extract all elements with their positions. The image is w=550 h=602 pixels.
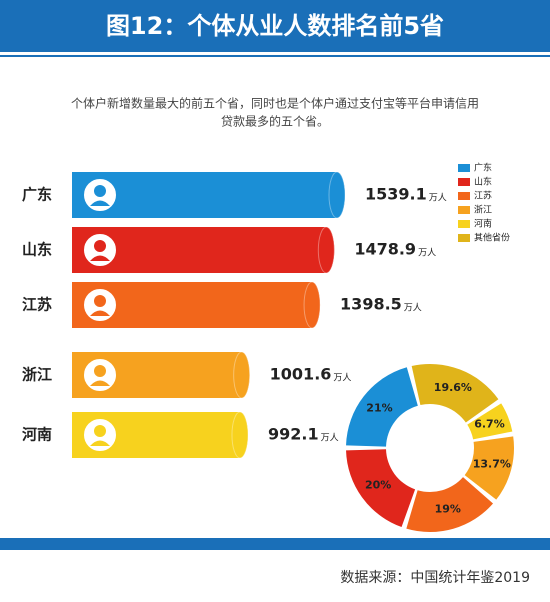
header-band [0, 0, 550, 52]
avatar-body [90, 255, 110, 261]
value-unit: 万人 [333, 373, 351, 384]
avatar-head [94, 295, 106, 307]
category-label: 浙江 [22, 366, 52, 384]
bar-cap [303, 281, 321, 329]
bar-cap [328, 171, 346, 219]
legend-swatch [458, 220, 470, 228]
slice-label: 13.7% [473, 458, 511, 471]
category-label: 河南 [22, 426, 52, 444]
subtitle-line: 贷款最多的五个省。 [221, 114, 329, 129]
avatar-head [94, 365, 106, 377]
legend-label: 山东 [474, 176, 492, 188]
bar [72, 282, 321, 328]
legend-label: 江苏 [474, 190, 492, 202]
donut-slice [346, 449, 416, 528]
footer-band [0, 538, 550, 550]
donut-slice [467, 403, 513, 440]
category-label: 山东 [22, 241, 52, 259]
value-label: 1478.9 [354, 240, 416, 259]
slice-label: 21% [366, 402, 392, 415]
bar [72, 352, 250, 398]
value-unit: 万人 [321, 433, 339, 444]
legend-swatch [458, 192, 470, 200]
bar-cap [233, 351, 251, 399]
value-label: 992.1 [268, 425, 319, 444]
value-unit: 万人 [418, 248, 436, 259]
legend-swatch [458, 234, 470, 242]
avatar-body [90, 310, 110, 316]
avatar-head [94, 425, 106, 437]
legend-swatch [458, 178, 470, 186]
legend-label: 河南 [474, 218, 492, 230]
legend-label: 浙江 [474, 204, 492, 216]
donut-slice [406, 477, 494, 532]
avatar-head [94, 185, 106, 197]
avatar-head [94, 240, 106, 252]
slice-label: 19% [435, 502, 461, 515]
value-label: 1398.5 [340, 295, 402, 314]
legend-label: 广东 [474, 162, 492, 174]
bar-cap [317, 226, 335, 274]
value-label: 1001.6 [270, 365, 332, 384]
value-unit: 万人 [404, 303, 422, 314]
slice-label: 20% [365, 479, 391, 492]
value-unit: 万人 [429, 193, 447, 204]
avatar-body [90, 200, 110, 206]
category-label: 江苏 [22, 296, 52, 314]
avatar-body [90, 440, 110, 446]
bar [72, 227, 335, 273]
slice-label: 6.7% [474, 417, 505, 430]
legend-label: 其他省份 [474, 232, 510, 244]
legend-swatch [458, 164, 470, 172]
category-label: 广东 [22, 186, 52, 204]
donut-slice [346, 367, 418, 447]
legend-swatch [458, 206, 470, 214]
page-title: 图12：个体从业人数排名前5省 [106, 12, 444, 40]
subtitle-line: 个体户新增数量最大的前五个省，同时也是个体户通过支付宝等平台申请信用 [71, 96, 479, 111]
source-note: 数据来源：中国统计年鉴2019 [340, 570, 530, 586]
donut-slice [411, 364, 499, 423]
donut-slice [464, 436, 514, 500]
bar-cap [231, 411, 249, 459]
bar [72, 172, 345, 218]
slice-label: 19.6% [434, 381, 472, 394]
avatar-body [90, 380, 110, 386]
bar [72, 412, 248, 458]
value-label: 1539.1 [365, 185, 427, 204]
